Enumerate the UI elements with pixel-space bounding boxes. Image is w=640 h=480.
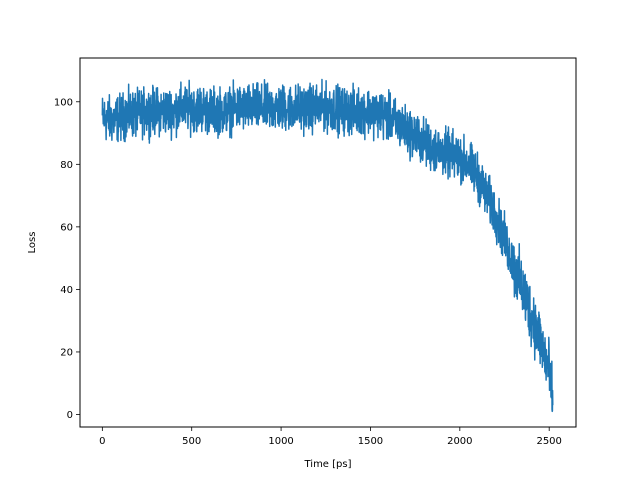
x-tick-label: 0 xyxy=(99,436,105,447)
series-layer xyxy=(101,78,554,413)
x-tick-label: 1000 xyxy=(268,436,293,447)
y-tick-label: 60 xyxy=(60,222,73,233)
y-axis-title: Loss xyxy=(27,232,38,254)
x-tick-label: 2000 xyxy=(447,436,472,447)
y-tick-label: 20 xyxy=(60,347,73,358)
y-tick-label: 80 xyxy=(60,160,73,171)
x-tick-label: 1500 xyxy=(358,436,383,447)
x-tick-label: 2500 xyxy=(536,436,561,447)
y-tick-label: 100 xyxy=(54,97,73,108)
x-axis-title: Time [ps] xyxy=(303,459,351,470)
y-tick-label: 0 xyxy=(67,410,73,421)
x-tick-label: 500 xyxy=(182,436,201,447)
plot-frame xyxy=(79,57,577,428)
y-axis: 0 20 40 60 80 100 xyxy=(54,97,80,421)
y-tick-label: 40 xyxy=(60,285,73,296)
x-axis: 0 500 1000 1500 2000 2500 xyxy=(99,427,562,447)
series-line xyxy=(101,78,554,413)
